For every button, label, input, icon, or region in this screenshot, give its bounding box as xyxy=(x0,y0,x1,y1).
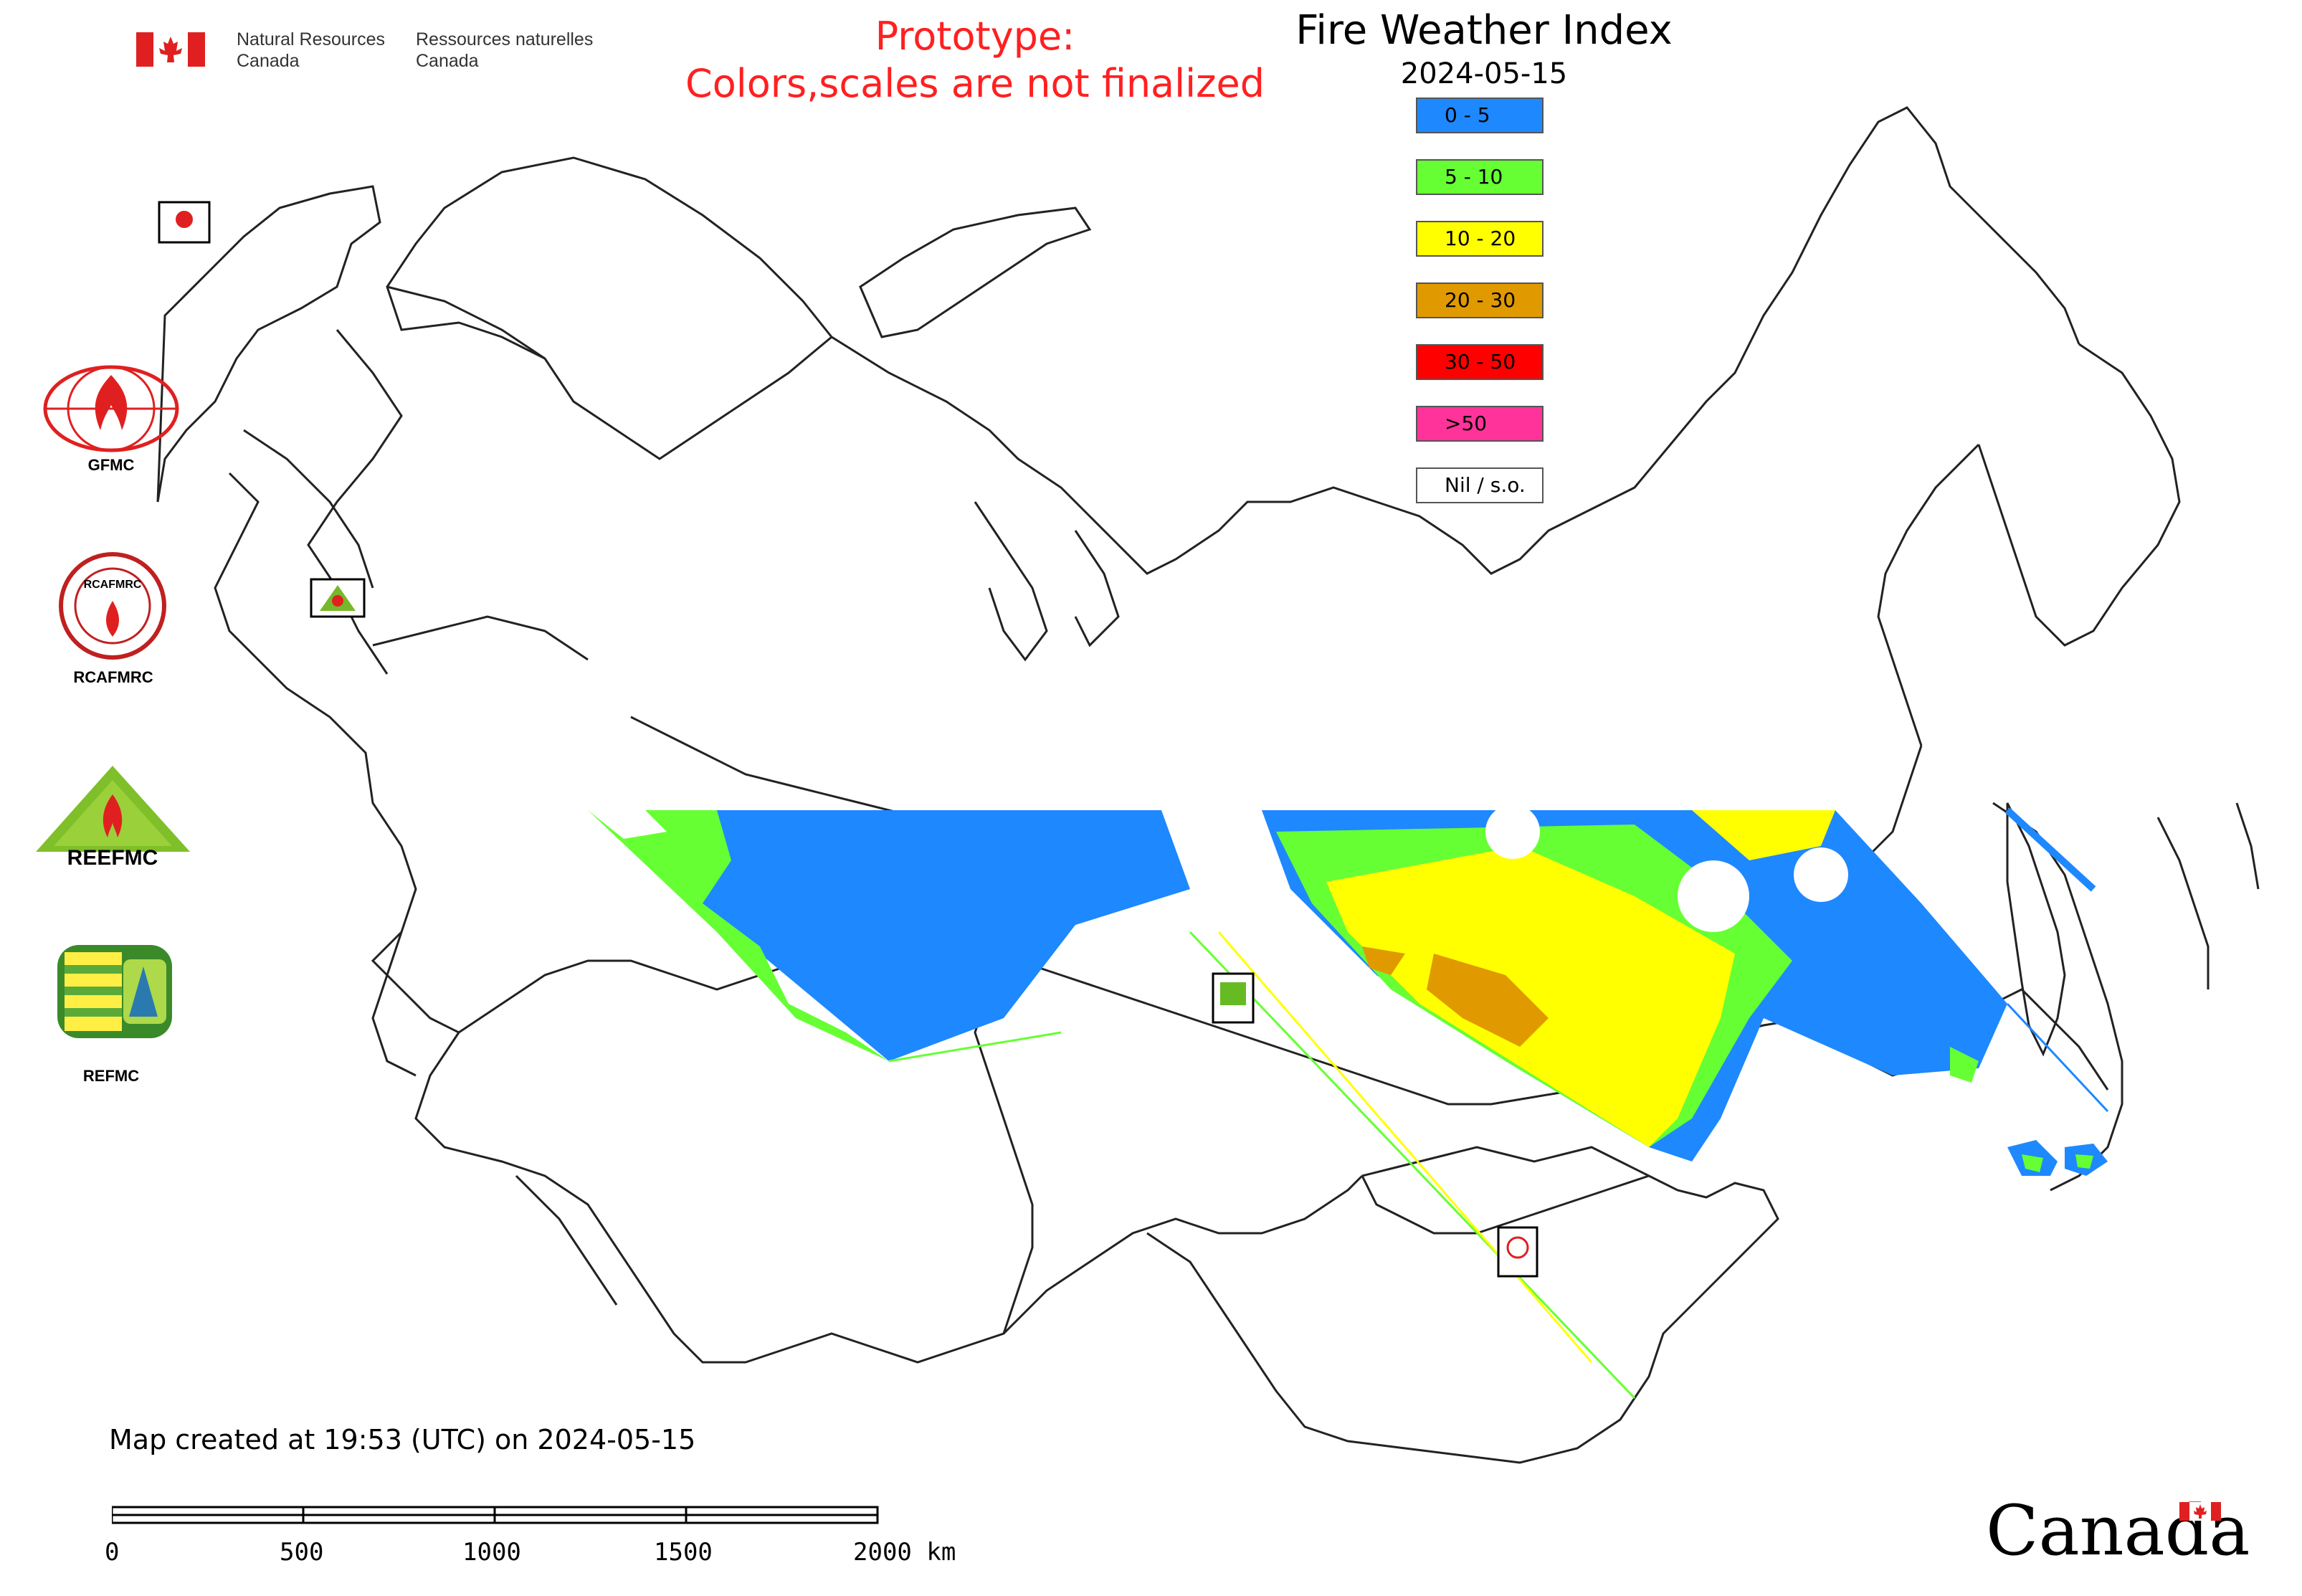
legend-item-over-50: >50 xyxy=(1416,406,1544,442)
legend-item-nil: Nil / s.o. xyxy=(1416,467,1544,503)
signature-french-line2: Canada xyxy=(416,51,479,71)
reefmc-logo-icon: REEFMC xyxy=(36,766,190,866)
legend-item-30-50: 30 - 50 xyxy=(1416,344,1544,380)
map-boundaries xyxy=(156,106,2260,1464)
signature-french-line1: Ressources naturelles xyxy=(416,29,594,49)
scale-label-0: 0 xyxy=(105,1538,120,1567)
prototype-line2: Colors,scales are not finalized xyxy=(685,61,1265,106)
nrcan-signature: Natural Resources Canada Ressources natu… xyxy=(136,29,602,79)
prototype-line1: Prototype: xyxy=(875,14,1075,59)
rcafmrc-marker xyxy=(1497,1226,1538,1278)
signature-french: Ressources naturelles Canada xyxy=(416,29,593,72)
refmc-logo-icon xyxy=(57,945,172,1038)
rcafmrc-logo-text: RCAFMRC xyxy=(84,579,142,591)
rcafmrc-logo-icon: RCAFMRC xyxy=(59,552,166,660)
legend-item-0-5: 0 - 5 xyxy=(1416,98,1544,133)
gfmc-logo-icon xyxy=(43,365,179,452)
scale-label-2000: 2000 km xyxy=(853,1538,956,1567)
rcafmrc-label: RCAFMRC xyxy=(73,668,153,686)
legend-title: Fire Weather Index xyxy=(1295,7,1673,54)
legend-item-10-20: 10 - 20 xyxy=(1416,221,1544,257)
fwi-data-overlay xyxy=(588,804,2109,1400)
canada-flag-icon xyxy=(136,32,205,67)
legend-date: 2024-05-15 xyxy=(1400,57,1568,90)
legend-item-5-10: 5 - 10 xyxy=(1416,159,1544,195)
legend-item-20-30: 20 - 30 xyxy=(1416,282,1544,318)
refmc-label: REFMC xyxy=(82,1067,140,1085)
gfmc-label: GFMC xyxy=(87,456,135,474)
reefmc-logo-text: REEFMC xyxy=(67,846,158,866)
signature-english-line1: Natural Resources xyxy=(237,29,386,49)
signature-english: Natural Resources Canada xyxy=(237,29,385,72)
scale-label-1500: 1500 xyxy=(654,1538,713,1567)
scale-bar: 0 500 1000 1500 2000 km xyxy=(105,1498,968,1585)
scale-label-500: 500 xyxy=(280,1538,324,1567)
canada-wordmark-flag-icon xyxy=(2179,1502,2221,1521)
scale-label-1000: 1000 xyxy=(462,1538,521,1567)
prototype-notice: Prototype: Colors,scales are not finaliz… xyxy=(645,13,1305,108)
map-created-timestamp: Map created at 19:53 (UTC) on 2024-05-15 xyxy=(109,1424,696,1455)
signature-english-line2: Canada xyxy=(237,51,300,71)
scale-bar-graphic xyxy=(112,1506,879,1524)
